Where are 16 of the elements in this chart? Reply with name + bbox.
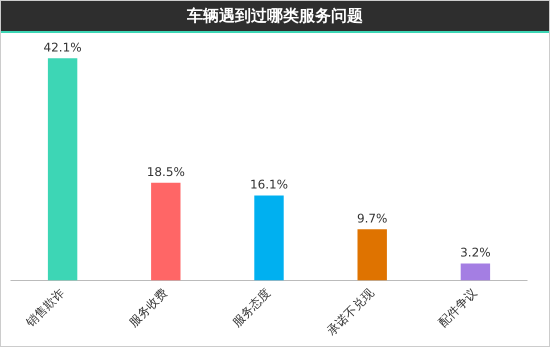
bar xyxy=(48,58,78,280)
data-label: 18.5% xyxy=(146,164,185,179)
x-tick-label: 服务态度 xyxy=(229,286,274,330)
x-tick-label: 承诺不兑现 xyxy=(324,286,377,338)
data-label: 16.1% xyxy=(250,178,288,192)
bar xyxy=(151,182,181,280)
x-tick-label: 配件争议 xyxy=(436,286,480,330)
x-tick-label: 服务收费 xyxy=(126,286,170,330)
x-tick-label: 销售欺诈 xyxy=(22,286,67,330)
bar xyxy=(460,264,490,280)
data-label: 3.2% xyxy=(460,246,491,260)
bar xyxy=(357,229,387,280)
bar xyxy=(254,195,284,280)
data-label: 42.1% xyxy=(44,40,82,54)
chart-title: 车辆遇到过哪类服务问题 xyxy=(187,6,363,26)
data-label: 9.7% xyxy=(356,211,388,226)
